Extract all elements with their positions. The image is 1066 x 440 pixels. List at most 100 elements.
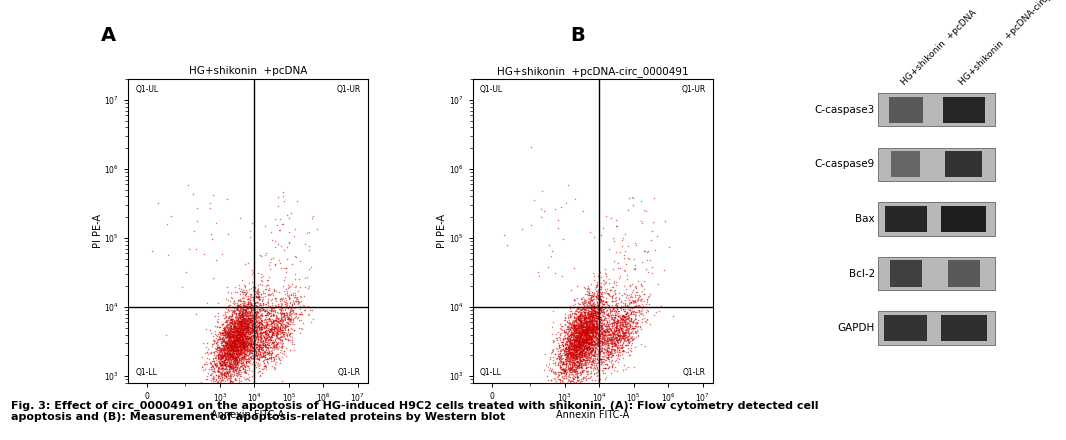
Point [581, 303, 598, 310]
Point [225, 339, 242, 346]
Point [223, 345, 240, 352]
Point [577, 358, 594, 365]
Point [574, 334, 591, 341]
Point [591, 323, 608, 330]
Point [593, 329, 610, 336]
Point [609, 338, 626, 345]
Point [556, 316, 574, 323]
Point [236, 316, 253, 323]
Point [570, 303, 587, 310]
Point [578, 324, 595, 331]
Point [237, 319, 254, 326]
Point [257, 336, 274, 343]
Point [293, 294, 310, 301]
Point [273, 329, 290, 336]
Point [259, 358, 276, 365]
Point [577, 334, 594, 341]
Point [617, 334, 634, 341]
Point [272, 319, 289, 326]
Point [601, 302, 618, 309]
Point [610, 332, 627, 339]
Point [565, 319, 582, 326]
Point [608, 326, 625, 333]
Point [263, 326, 280, 333]
Point [575, 332, 592, 339]
Point [562, 379, 579, 386]
Point [561, 349, 578, 356]
Point [593, 338, 610, 345]
Point [249, 281, 266, 288]
Point [582, 336, 599, 343]
Point [233, 355, 251, 362]
Point [576, 316, 593, 323]
Point [564, 386, 581, 393]
Point [198, 348, 215, 356]
Point [271, 317, 288, 324]
Point [619, 314, 636, 321]
Point [568, 318, 585, 325]
Point [241, 335, 258, 342]
Point [253, 330, 270, 337]
Point [247, 348, 264, 355]
Point [219, 330, 236, 337]
Point [231, 320, 248, 327]
Point [570, 321, 587, 328]
Point [565, 312, 582, 319]
Point [608, 278, 625, 285]
Point [587, 342, 604, 349]
Point [568, 346, 585, 353]
Point [241, 279, 258, 286]
Point [619, 312, 636, 319]
Point [593, 231, 610, 238]
Point [254, 324, 271, 331]
Point [237, 347, 254, 354]
Point [232, 340, 249, 347]
Point [566, 348, 583, 355]
Point [605, 304, 623, 311]
Point [581, 342, 598, 349]
Point [236, 345, 253, 352]
Point [583, 319, 600, 326]
Point [567, 346, 584, 353]
Point [577, 359, 594, 367]
Point [223, 348, 240, 355]
Point [246, 339, 263, 346]
Point [227, 284, 244, 291]
Point [598, 374, 615, 381]
Point [610, 358, 627, 365]
Point [589, 339, 607, 346]
Point [214, 355, 231, 362]
Point [232, 333, 249, 340]
Point [244, 346, 261, 353]
Point [236, 332, 253, 339]
Point [572, 334, 589, 341]
Point [574, 331, 591, 338]
Point [215, 357, 232, 364]
Point [231, 318, 248, 325]
Point [581, 324, 598, 331]
Point [216, 368, 233, 375]
Bar [890, 260, 922, 286]
Point [578, 335, 595, 342]
Point [228, 304, 245, 312]
Point [251, 296, 268, 303]
Point [609, 326, 626, 334]
Y-axis label: PI PE-A: PI PE-A [93, 214, 102, 248]
Point [257, 316, 274, 323]
Point [237, 342, 254, 349]
Point [298, 274, 316, 281]
Point [210, 372, 227, 379]
Point [265, 323, 282, 330]
Point [605, 318, 623, 325]
Point [562, 333, 579, 340]
Point [221, 319, 238, 326]
Point [600, 335, 617, 342]
Point [282, 324, 300, 331]
Point [572, 348, 589, 355]
Point [238, 330, 255, 337]
Point [233, 335, 251, 342]
Point [228, 338, 245, 345]
Point [615, 313, 632, 320]
Point [621, 311, 639, 318]
Point [635, 314, 652, 321]
